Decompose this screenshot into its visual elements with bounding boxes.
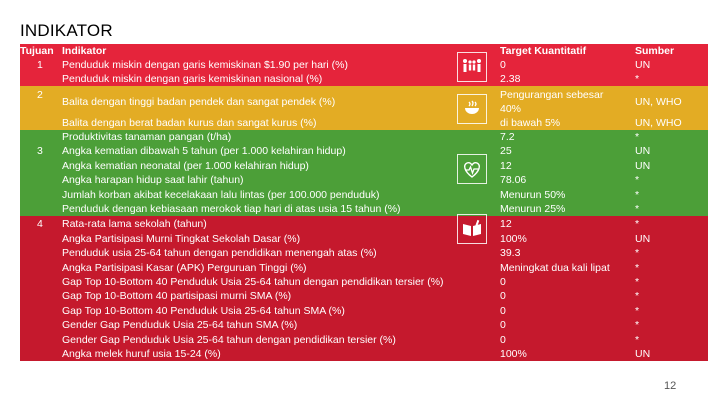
page-number: 12: [664, 380, 677, 392]
indicator-row-12: Angka Partisipasi Murni Tingkat Sekolah …: [62, 233, 301, 245]
header-indikator: Indikator: [62, 45, 107, 57]
target-row-3-line2: 40%: [500, 103, 522, 115]
source-row-1: UN: [635, 59, 651, 71]
source-row-13: *: [635, 247, 640, 259]
goal-3-band: [20, 130, 708, 175]
indicator-row-2: Penduduk miskin dengan garis kemiskinan …: [62, 73, 323, 85]
source-row-6: UN: [635, 145, 651, 157]
slide-title: INDIKATOR: [20, 21, 113, 40]
header-tujuan: Tujuan: [20, 45, 54, 57]
indicator-row-1: Penduduk miskin dengan garis kemiskinan …: [62, 59, 348, 71]
indicator-row-10: Penduduk dengan kebiasaan merokok tiap h…: [62, 203, 401, 215]
target-row-19: 0: [500, 334, 506, 346]
target-row-3: Pengurangan sebesar: [500, 89, 604, 101]
goal-number-1: 1: [37, 59, 43, 71]
goal-4-band: [20, 216, 708, 361]
indicator-row-4: Balita dengan berat badan kurus dan sang…: [62, 117, 317, 129]
header-target: Target Kuantitatif: [500, 45, 587, 57]
header-sumber: Sumber: [635, 45, 675, 57]
source-row-14: *: [635, 262, 640, 274]
indicator-row-3: Balita dengan tinggi badan pendek dan sa…: [62, 96, 336, 108]
target-row-18: 0: [500, 319, 506, 331]
sdg-1-no-poverty-icon: [457, 52, 487, 82]
goal-number-2: 2: [37, 89, 43, 101]
target-row-7: 12: [500, 160, 512, 172]
target-row-17: 0: [500, 305, 506, 317]
goal-number-3: 3: [37, 145, 43, 157]
indicator-row-9: Jumlah korban akibat kecelakaan lalu lin…: [62, 189, 380, 201]
target-row-20: 100%: [500, 348, 527, 360]
source-row-12: UN: [635, 233, 651, 245]
target-row-5: 7.2: [500, 131, 515, 143]
indicator-row-18: Gender Gap Penduduk Usia 25-64 tahun SMA…: [62, 319, 298, 331]
target-row-6: 25: [500, 145, 512, 157]
source-row-4: UN, WHO: [635, 117, 682, 129]
indicator-row-13: Penduduk usia 25-64 tahun dengan pendidi…: [62, 247, 377, 259]
source-row-16: *: [635, 290, 640, 302]
target-row-10: Menurun 25%: [500, 203, 566, 215]
sdg-3-good-health-icon: [457, 154, 487, 184]
target-row-16: 0: [500, 290, 506, 302]
source-row-3: UN, WHO: [635, 96, 682, 108]
indicator-row-16: Gap Top 10-Bottom 40 partisipasi murni S…: [62, 290, 292, 302]
target-row-13: 39.3: [500, 247, 521, 259]
source-row-2: *: [635, 73, 640, 85]
target-row-8: 78.06: [500, 174, 527, 186]
target-row-1: 0: [500, 59, 506, 71]
source-row-20: UN: [635, 348, 651, 360]
target-row-4: di bawah 5%: [500, 117, 561, 129]
indicator-row-11: Rata-rata lama sekolah (tahun): [62, 218, 207, 230]
goal-1-band: [20, 44, 708, 86]
indicator-row-6: Angka kematian dibawah 5 tahun (per 1.00…: [62, 145, 346, 157]
source-row-17: *: [635, 305, 640, 317]
target-row-9: Menurun 50%: [500, 189, 566, 201]
target-row-15: 0: [500, 276, 506, 288]
indicator-table: Tujuan Indikator Target Kuantitatif Sumb…: [20, 44, 708, 361]
indicator-row-7: Angka kematian neonatal (per 1.000 kelah…: [62, 160, 309, 172]
indicator-row-19: Gender Gap Penduduk Usia 25-64 tahun den…: [62, 334, 396, 346]
target-row-11: 12: [500, 218, 512, 230]
source-row-11: *: [635, 218, 640, 230]
goal-2-band: [20, 86, 708, 130]
source-row-18: *: [635, 319, 640, 331]
source-row-9: *: [635, 189, 640, 201]
indicator-row-20: Angka melek huruf usia 15-24 (%): [62, 348, 221, 360]
target-row-12: 100%: [500, 233, 527, 245]
indicator-row-15: Gap Top 10-Bottom 40 Penduduk Usia 25-64…: [62, 276, 444, 288]
indicator-row-5: Produktivitas tanaman pangan (t/ha): [62, 131, 232, 143]
source-row-8: *: [635, 174, 640, 186]
source-row-19: *: [635, 334, 640, 346]
source-row-5: *: [635, 131, 640, 143]
indicator-row-17: Gap Top 10-Bottom 40 Penduduk Usia 25-64…: [62, 305, 345, 317]
goal-3-band-continued: [20, 175, 708, 216]
source-row-7: UN: [635, 160, 651, 172]
source-row-10: *: [635, 203, 640, 215]
indicator-row-14: Angka Partisipasi Kasar (APK) Perguruan …: [62, 262, 307, 274]
sdg-4-quality-education-icon: [457, 214, 487, 244]
indicator-row-8: Angka harapan hidup saat lahir (tahun): [62, 174, 244, 186]
sdg-2-zero-hunger-icon: [457, 94, 487, 124]
target-row-2: 2.38: [500, 73, 521, 85]
target-row-14: Meningkat dua kali lipat: [500, 262, 610, 274]
source-row-15: *: [635, 276, 640, 288]
goal-number-4: 4: [37, 218, 43, 230]
